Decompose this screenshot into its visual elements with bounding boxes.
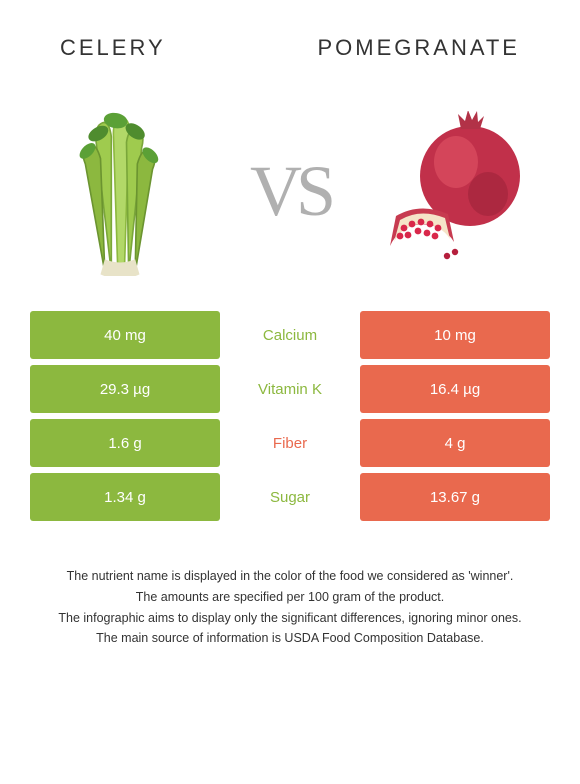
vs-label: VS: [250, 150, 330, 233]
footer-line-1: The nutrient name is displayed in the co…: [40, 567, 540, 586]
value-right: 16.4 µg: [360, 365, 550, 413]
nutrient-label: Sugar: [220, 473, 360, 521]
title-row: CELERY POMEGRANATE: [0, 0, 580, 61]
nutrient-label: Vitamin K: [220, 365, 360, 413]
value-right: 13.67 g: [360, 473, 550, 521]
nutrient-row: 1.6 gFiber4 g: [30, 419, 550, 467]
nutrient-label: Calcium: [220, 311, 360, 359]
nutrient-row: 29.3 µgVitamin K16.4 µg: [30, 365, 550, 413]
nutrient-row: 1.34 gSugar13.67 g: [30, 473, 550, 521]
footer-line-2: The amounts are specified per 100 gram o…: [40, 588, 540, 607]
title-left: CELERY: [60, 35, 166, 61]
value-left: 29.3 µg: [30, 365, 220, 413]
celery-image: [40, 101, 200, 281]
value-left: 1.34 g: [30, 473, 220, 521]
footer-line-4: The main source of information is USDA F…: [40, 629, 540, 648]
footer-notes: The nutrient name is displayed in the co…: [0, 527, 580, 648]
footer-line-3: The infographic aims to display only the…: [40, 609, 540, 628]
nutrient-row: 40 mgCalcium10 mg: [30, 311, 550, 359]
value-left: 40 mg: [30, 311, 220, 359]
value-right: 4 g: [360, 419, 550, 467]
value-left: 1.6 g: [30, 419, 220, 467]
nutrient-label: Fiber: [220, 419, 360, 467]
value-right: 10 mg: [360, 311, 550, 359]
image-row: VS: [0, 61, 580, 311]
nutrient-table: 40 mgCalcium10 mg 29.3 µgVitamin K16.4 µg…: [0, 311, 580, 521]
pomegranate-image: [380, 101, 540, 281]
title-right: POMEGRANATE: [317, 35, 520, 61]
